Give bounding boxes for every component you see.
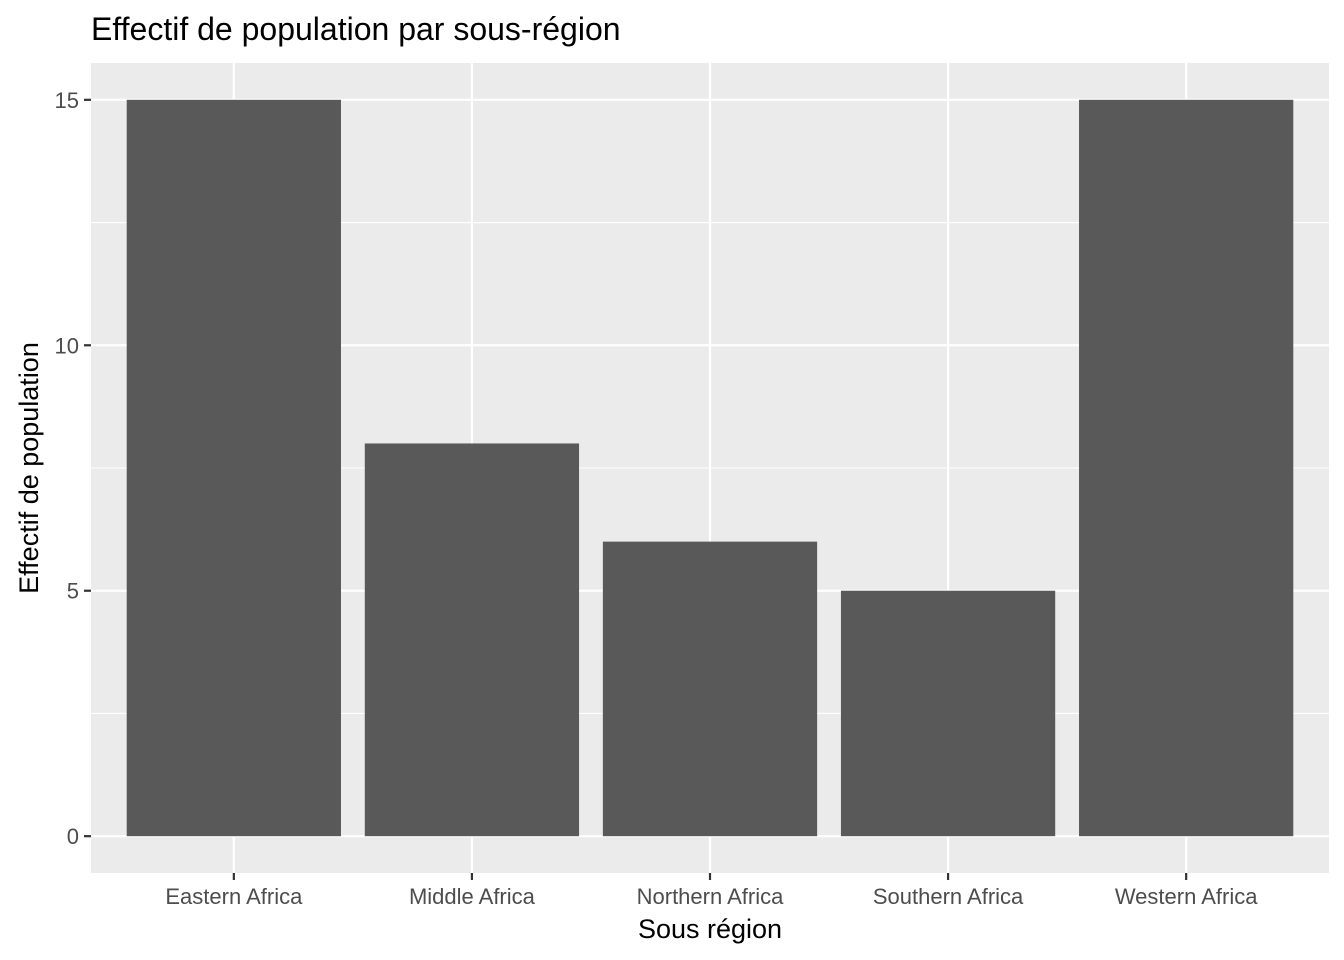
chart-title: Effectif de population par sous-région (91, 11, 621, 47)
y-tick-label: 10 (55, 333, 79, 358)
bar (840, 590, 1056, 837)
bar (602, 541, 818, 837)
bar (1079, 99, 1294, 837)
y-tick-label: 5 (67, 579, 79, 604)
x-tick-label: Southern Africa (873, 884, 1024, 909)
bar (126, 99, 341, 837)
x-tick-label: Northern Africa (637, 884, 784, 909)
x-axis-title: Sous région (638, 914, 782, 944)
y-tick-label: 0 (67, 824, 79, 849)
y-axis-title: Effectif de population (14, 342, 44, 594)
y-axis: 0 5 10 15 (55, 88, 91, 849)
x-axis: Eastern Africa Middle Africa Northern Afri… (165, 873, 1258, 909)
x-tick-label: Eastern Africa (165, 884, 303, 909)
bar (364, 443, 580, 837)
bars (126, 99, 1294, 837)
x-tick-label: Middle Africa (409, 884, 536, 909)
x-tick-label: Western Africa (1115, 884, 1258, 909)
y-tick-label: 15 (55, 88, 79, 113)
